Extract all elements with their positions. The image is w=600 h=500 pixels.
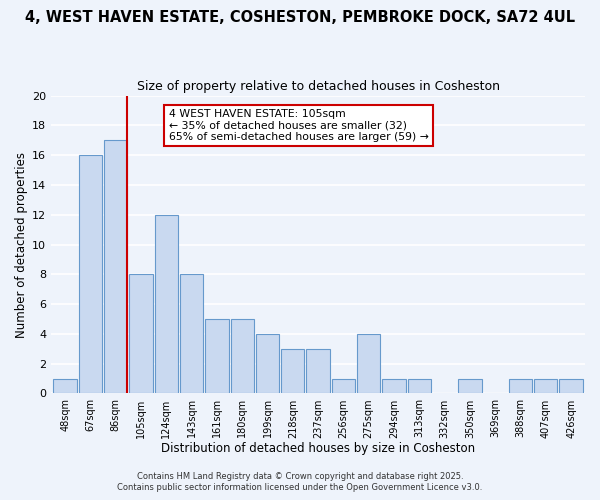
Bar — [382, 378, 406, 394]
Text: 4 WEST HAVEN ESTATE: 105sqm
← 35% of detached houses are smaller (32)
65% of sem: 4 WEST HAVEN ESTATE: 105sqm ← 35% of det… — [169, 109, 428, 142]
Y-axis label: Number of detached properties: Number of detached properties — [15, 152, 28, 338]
Bar — [205, 319, 229, 394]
Bar — [458, 378, 482, 394]
Text: 4, WEST HAVEN ESTATE, COSHESTON, PEMBROKE DOCK, SA72 4UL: 4, WEST HAVEN ESTATE, COSHESTON, PEMBROK… — [25, 10, 575, 25]
Bar — [534, 378, 557, 394]
Bar — [104, 140, 127, 394]
Title: Size of property relative to detached houses in Cosheston: Size of property relative to detached ho… — [137, 80, 500, 93]
Text: Contains HM Land Registry data © Crown copyright and database right 2025.
Contai: Contains HM Land Registry data © Crown c… — [118, 472, 482, 492]
Bar — [332, 378, 355, 394]
Bar — [509, 378, 532, 394]
Bar — [180, 274, 203, 394]
X-axis label: Distribution of detached houses by size in Cosheston: Distribution of detached houses by size … — [161, 442, 475, 455]
Bar — [79, 155, 102, 394]
Bar — [130, 274, 152, 394]
Bar — [357, 334, 380, 394]
Bar — [256, 334, 279, 394]
Bar — [230, 319, 254, 394]
Bar — [307, 349, 330, 394]
Bar — [155, 214, 178, 394]
Bar — [281, 349, 304, 394]
Bar — [407, 378, 431, 394]
Bar — [53, 378, 77, 394]
Bar — [559, 378, 583, 394]
